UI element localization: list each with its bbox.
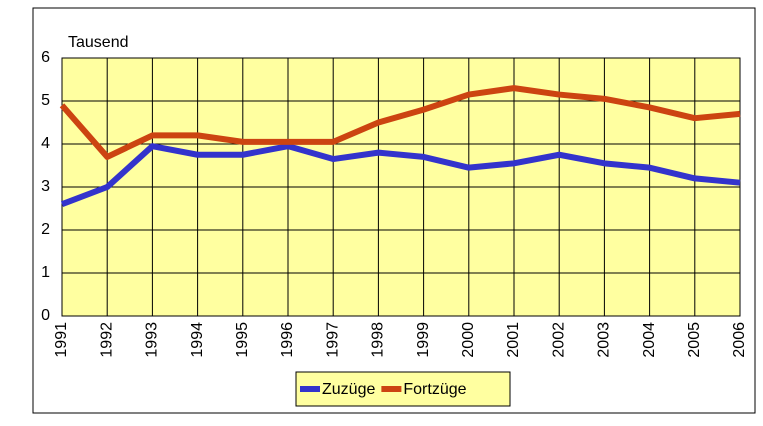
y-tick-label: 5 (41, 92, 50, 109)
y-tick-label: 2 (41, 221, 50, 238)
x-tick-label: 2002 (550, 322, 567, 358)
series-line (60, 143, 741, 208)
legend-label: Fortzüge (403, 381, 466, 398)
y-tick-label: 4 (41, 135, 50, 152)
x-tick-label: 1991 (53, 322, 70, 358)
x-tick-label: 1994 (189, 322, 206, 358)
x-tick-label: 1997 (324, 322, 341, 358)
x-tick-label: 1996 (279, 322, 296, 358)
x-tick-label: 2000 (460, 322, 477, 358)
legend-swatch (381, 386, 402, 392)
x-tick-label: 1998 (370, 322, 387, 358)
x-tick-label: 2005 (686, 322, 703, 358)
y-tick-label: 3 (41, 178, 50, 195)
series-line (59, 85, 741, 160)
x-tick-label: 1995 (234, 322, 251, 358)
x-tick-label: 1999 (415, 322, 432, 358)
x-tick-label: 2003 (596, 322, 613, 358)
x-tick-label: 1993 (144, 322, 161, 358)
x-tick-label: 1992 (98, 322, 115, 358)
x-tick-label: 2001 (505, 322, 522, 358)
y-tick-label: 0 (41, 307, 50, 324)
legend-swatch (300, 386, 320, 392)
x-tick-label: 2006 (731, 322, 748, 358)
x-tick-label: 2004 (641, 322, 658, 358)
legend (295, 371, 511, 407)
y-axis-label: Tausend (68, 34, 129, 51)
y-tick-label: 6 (41, 49, 50, 66)
y-tick-label: 1 (41, 264, 50, 281)
legend-label: Zuzüge (322, 381, 375, 398)
